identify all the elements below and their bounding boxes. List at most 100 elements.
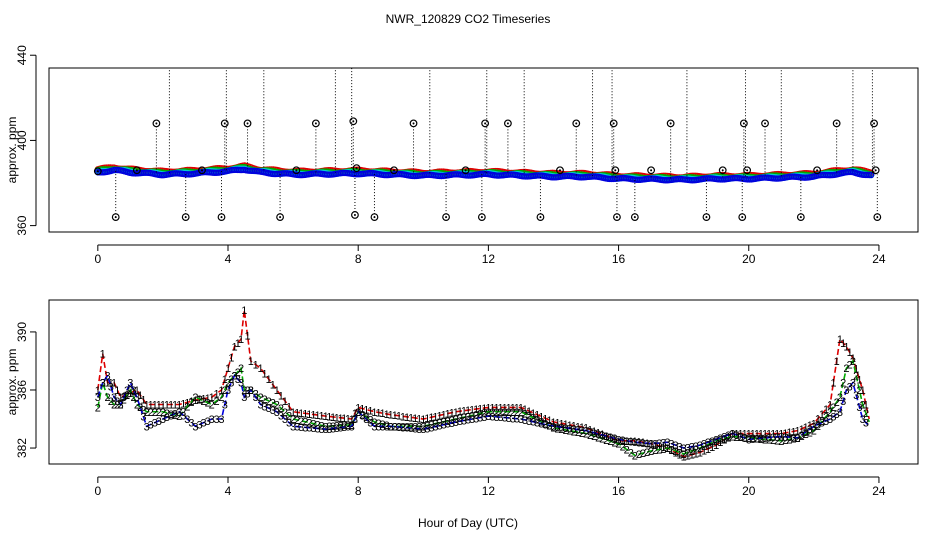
series-3-marker: 3 [620, 435, 626, 447]
series-3-marker: 3 [624, 436, 630, 448]
series-1-marker: 1 [571, 421, 577, 433]
series-2-marker: 2 [493, 407, 499, 419]
series-1-marker: 1 [428, 412, 434, 424]
series-3-marker: 3 [522, 415, 528, 427]
flask-marker [666, 119, 675, 128]
series-2-marker: 2 [134, 399, 140, 411]
series-3-marker: 3 [644, 438, 650, 450]
series-3-marker: 3 [595, 429, 601, 441]
series-2-marker: 2 [811, 426, 817, 438]
series-3-marker: 3 [863, 418, 869, 430]
series-2-marker: 2 [526, 411, 532, 423]
series-2-marker: 2 [837, 392, 843, 404]
series-3-marker: 3 [469, 414, 475, 426]
series-2-marker: 2 [853, 370, 859, 382]
series-3-marker: 3 [607, 432, 613, 444]
series-1-marker: 1 [319, 411, 325, 423]
series-1-marker: 1 [457, 406, 463, 418]
series-2-marker: 2 [782, 435, 788, 447]
series-1-marker: 1 [811, 418, 817, 430]
series-1-marker: 1 [530, 408, 536, 420]
series-3-marker: 3 [341, 422, 347, 434]
series-1-marker: 1 [498, 402, 504, 414]
flask-marker [481, 119, 490, 128]
series-3-marker: 3 [860, 414, 866, 426]
series-1-marker: 1 [420, 414, 426, 426]
series-3-marker: 3 [436, 421, 442, 433]
series-1-marker: 1 [853, 364, 859, 376]
flask-marker-dot [614, 169, 617, 172]
flask-marker [556, 166, 564, 175]
series-1-marker: 1 [445, 409, 451, 421]
series-2-marker: 2 [530, 413, 536, 425]
series-3-marker: 3 [404, 423, 410, 435]
series-3-marker: 3 [105, 370, 111, 382]
series-1-marker: 1 [152, 399, 158, 411]
series-3-marker: 3 [160, 414, 166, 426]
bottom-x-tick-label: 20 [742, 484, 756, 498]
series-3-marker: 3 [709, 436, 715, 448]
series-1-marker: 1 [201, 394, 207, 406]
series-1-marker: 1 [184, 397, 190, 409]
series-1-marker: 1 [697, 447, 703, 459]
series-2-marker: 2 [380, 419, 386, 431]
series-2-marker: 2 [359, 409, 365, 421]
series-1-marker: 1 [352, 408, 358, 420]
series-3-marker: 3 [262, 401, 268, 413]
series-3-marker: 3 [738, 431, 744, 443]
series-2-marker: 2 [432, 419, 438, 431]
bottom-x-tick-label: 12 [482, 484, 496, 498]
series-2-marker: 2 [770, 435, 776, 447]
series-3-marker: 3 [766, 433, 772, 445]
series-3-marker: 3 [790, 433, 796, 445]
series-1-marker: 1 [856, 374, 862, 386]
series-2-marker: 2 [420, 421, 426, 433]
series-2-marker: 2 [563, 425, 569, 437]
series-2-marker: 2 [620, 442, 626, 454]
series-2-marker: 2 [108, 396, 114, 408]
series-1-marker: 1 [750, 429, 756, 441]
series-3-marker: 3 [228, 378, 234, 390]
series-2-marker: 2 [778, 436, 784, 448]
series-2-marker: 2 [717, 435, 723, 447]
series-2-marker: 2 [367, 414, 373, 426]
top-plot-frame [48, 67, 919, 233]
series-2-marker: 2 [384, 420, 390, 432]
series-3-marker: 3 [672, 440, 678, 452]
series-1-marker: 1 [127, 388, 133, 400]
series-3-marker: 3 [108, 381, 114, 393]
series-3-marker: 3 [628, 437, 634, 449]
series-3-marker: 3 [148, 419, 154, 431]
series-1-marker: 1 [762, 429, 768, 441]
series-2-marker: 2 [847, 360, 853, 372]
series-1-marker: 1 [134, 385, 140, 397]
series-2-marker: 2 [140, 404, 146, 416]
series-1-marker: 1 [412, 413, 418, 425]
series-2-marker: 2 [214, 396, 220, 408]
series-1-marker: 1 [205, 393, 211, 405]
flask-marker [390, 166, 398, 175]
x-axis-title: Hour of Day (UTC) [418, 516, 518, 530]
series-1-marker: 1 [375, 407, 381, 419]
series-1-marker: 1 [453, 407, 459, 419]
top-ylabel: approx. ppm [5, 117, 19, 184]
series-3-marker: 3 [278, 410, 284, 422]
series-1-marker: 1 [526, 406, 532, 418]
series-2-marker: 2 [697, 443, 703, 455]
series-2-marker: 2 [733, 432, 739, 444]
series-2-marker: 2 [453, 414, 459, 426]
series-2-marker: 2 [823, 411, 829, 423]
series-2-marker: 2 [583, 429, 589, 441]
series-1-marker: 1 [334, 412, 340, 424]
series-2-marker: 2 [424, 420, 430, 432]
series-2-marker: 2 [461, 412, 467, 424]
series-2-marker: 2 [345, 420, 351, 432]
series-2-marker: 2 [274, 399, 280, 411]
series-1-marker: 1 [542, 413, 548, 425]
series-1-marker: 1 [709, 442, 715, 454]
series-1-marker: 1 [819, 409, 825, 421]
series-2-marker: 2 [550, 423, 556, 435]
series-2-marker: 2 [298, 416, 304, 428]
series-3-marker: 3 [656, 438, 662, 450]
series-2-line [97, 359, 870, 457]
